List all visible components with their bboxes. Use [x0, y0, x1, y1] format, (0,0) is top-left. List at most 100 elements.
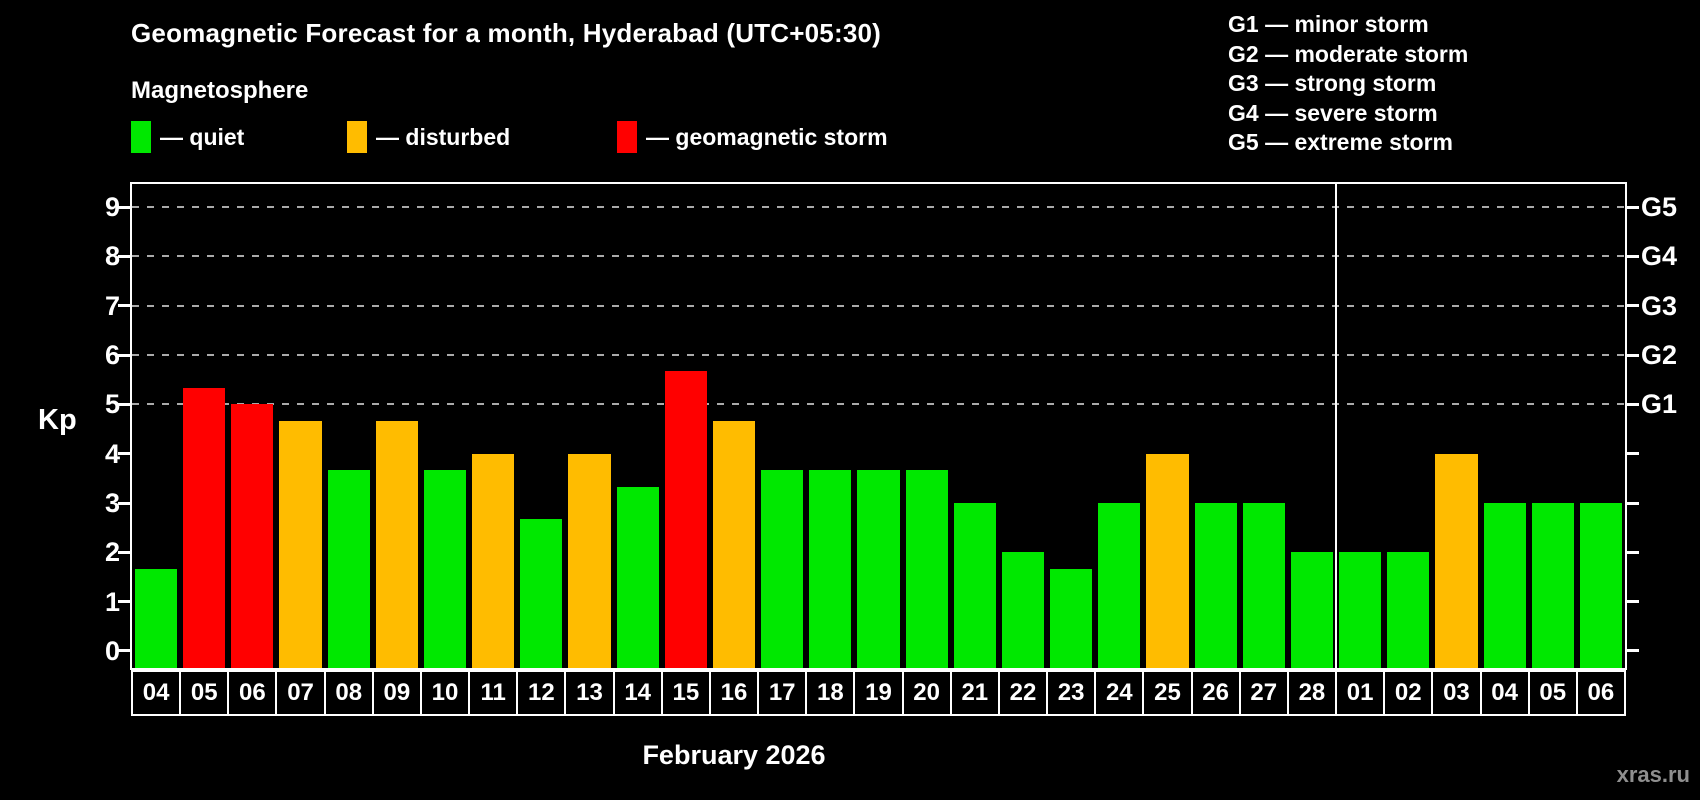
kp-bar — [761, 470, 804, 668]
x-axis-label-cell: 21 — [949, 670, 1000, 716]
storm-scale-legend: G1 — minor storm G2 — moderate storm G3 — … — [1228, 10, 1468, 158]
y-axis-tick-label: 1 — [104, 586, 120, 617]
kp-bar — [1242, 503, 1285, 668]
y-axis-tick — [118, 501, 130, 505]
y-axis-tick — [118, 304, 130, 308]
y-axis-tick — [118, 402, 130, 406]
y-axis-tick — [118, 600, 130, 604]
kp-bar — [327, 470, 370, 668]
kp-bar — [472, 453, 515, 668]
x-axis-label-cell: 06 — [1575, 670, 1626, 716]
y-axis-tick-label: 2 — [104, 537, 120, 568]
right-axis-tick — [1627, 501, 1639, 505]
kp-bar — [1290, 552, 1334, 668]
legend-item: — disturbed — [347, 120, 510, 154]
chart-subtitle: Magnetosphere — [131, 77, 309, 104]
kp-bar — [616, 486, 659, 668]
kp-bar — [1579, 503, 1622, 668]
page-title: Geomagnetic Forecast for a month, Hydera… — [131, 18, 882, 48]
x-axis-label-cell: 14 — [612, 670, 663, 716]
kp-bar — [1146, 453, 1189, 668]
y-axis-tick-label: 8 — [104, 241, 120, 272]
kp-bar — [520, 519, 563, 668]
y-axis-tick — [118, 205, 130, 209]
kp-bar — [1531, 503, 1574, 668]
x-axis-title: February 2026 — [642, 740, 826, 770]
y-axis-title: Kp — [38, 404, 77, 436]
right-axis-tick — [1627, 205, 1639, 209]
x-axis-label-cell: 10 — [419, 670, 471, 716]
kp-bar — [279, 420, 322, 668]
gridline-kp-5 — [132, 403, 1625, 406]
g-scale-label: G3 — [1641, 290, 1678, 321]
g-legend-item: G5 — extreme storm — [1228, 129, 1453, 155]
kp-bar — [568, 453, 611, 668]
kp-bar — [423, 470, 467, 668]
x-axis-label-cell: 05 — [179, 670, 230, 716]
storm-swatch — [617, 121, 637, 153]
y-axis-tick-label: 6 — [104, 340, 120, 371]
g-scale-label: G4 — [1641, 241, 1678, 272]
x-axis-label-cell: 12 — [516, 670, 567, 716]
g-legend-item: G1 — minor storm — [1228, 11, 1429, 37]
kp-bar — [1050, 568, 1093, 668]
kp-bar — [953, 503, 996, 668]
kp-bar — [857, 470, 900, 668]
x-axis-label-cell: 19 — [853, 670, 904, 716]
right-axis-tick — [1627, 304, 1639, 308]
y-axis-tick — [118, 353, 130, 357]
right-axis-tick — [1627, 649, 1639, 653]
x-axis-label-cell: 15 — [660, 670, 711, 716]
right-axis-tick — [1627, 254, 1639, 258]
x-axis-label-cell: 04 — [1479, 670, 1530, 716]
x-axis-label-cell: 07 — [275, 670, 326, 716]
right-axis-tick — [1627, 550, 1639, 554]
y-axis-tick-label: 5 — [104, 389, 120, 420]
kp-bar — [809, 470, 852, 668]
y-axis-tick-label: 4 — [104, 438, 120, 469]
legend-item: — geomagnetic storm — [617, 120, 888, 154]
x-axis-label-cell: 25 — [1142, 670, 1193, 716]
y-axis-tick-label: 7 — [104, 290, 120, 321]
gridline-kp-7 — [132, 304, 1625, 307]
y-axis-tick-label: 0 — [104, 635, 120, 666]
legend-item: — quiet — [131, 120, 244, 154]
disturbed-swatch — [347, 121, 367, 153]
legend-label: — disturbed — [376, 124, 511, 150]
x-axis-labels: 04 05 06 07 08 09 10 11 12 13 14 15 16 17 18 19 20 21 22 23… — [131, 670, 1626, 716]
kp-bar — [375, 420, 418, 668]
y-axis-tick-label: 9 — [104, 192, 120, 223]
x-axis-label-cell: 18 — [805, 670, 856, 716]
x-axis-label-cell: 04 — [131, 670, 182, 716]
kp-bar — [1001, 552, 1045, 668]
kp-bar — [1435, 453, 1478, 668]
gridline-kp-9 — [132, 206, 1625, 209]
y-axis-tick — [118, 649, 130, 653]
kp-bar — [1387, 552, 1430, 668]
gridline-kp-8 — [132, 255, 1625, 258]
x-axis-label-cell: 06 — [227, 670, 278, 716]
kp-bar — [135, 568, 178, 668]
kp-bar — [664, 371, 707, 668]
right-axis-tick — [1627, 452, 1639, 456]
gridline-kp-6 — [132, 354, 1625, 357]
kp-bar — [1098, 503, 1141, 668]
kp-bar — [183, 388, 226, 668]
kp-bar — [905, 470, 948, 668]
x-axis-label-cell: 26 — [1190, 670, 1241, 716]
quiet-swatch — [131, 121, 151, 153]
x-axis-label-cell: 27 — [1238, 670, 1289, 716]
x-axis-label-cell: 20 — [901, 670, 952, 716]
y-axis-tick — [118, 254, 130, 258]
kp-bar — [1483, 503, 1526, 668]
kp-bar — [712, 420, 756, 668]
legend-label: — geomagnetic storm — [646, 124, 888, 150]
x-axis-label-cell: 03 — [1431, 670, 1482, 716]
right-axis-tick — [1627, 402, 1639, 406]
x-axis-label-cell: 28 — [1286, 670, 1338, 716]
y-axis-tick — [118, 452, 130, 456]
y-axis-tick — [118, 550, 130, 554]
x-axis-label-cell: 16 — [708, 670, 760, 716]
x-axis-label-cell: 02 — [1383, 670, 1434, 716]
